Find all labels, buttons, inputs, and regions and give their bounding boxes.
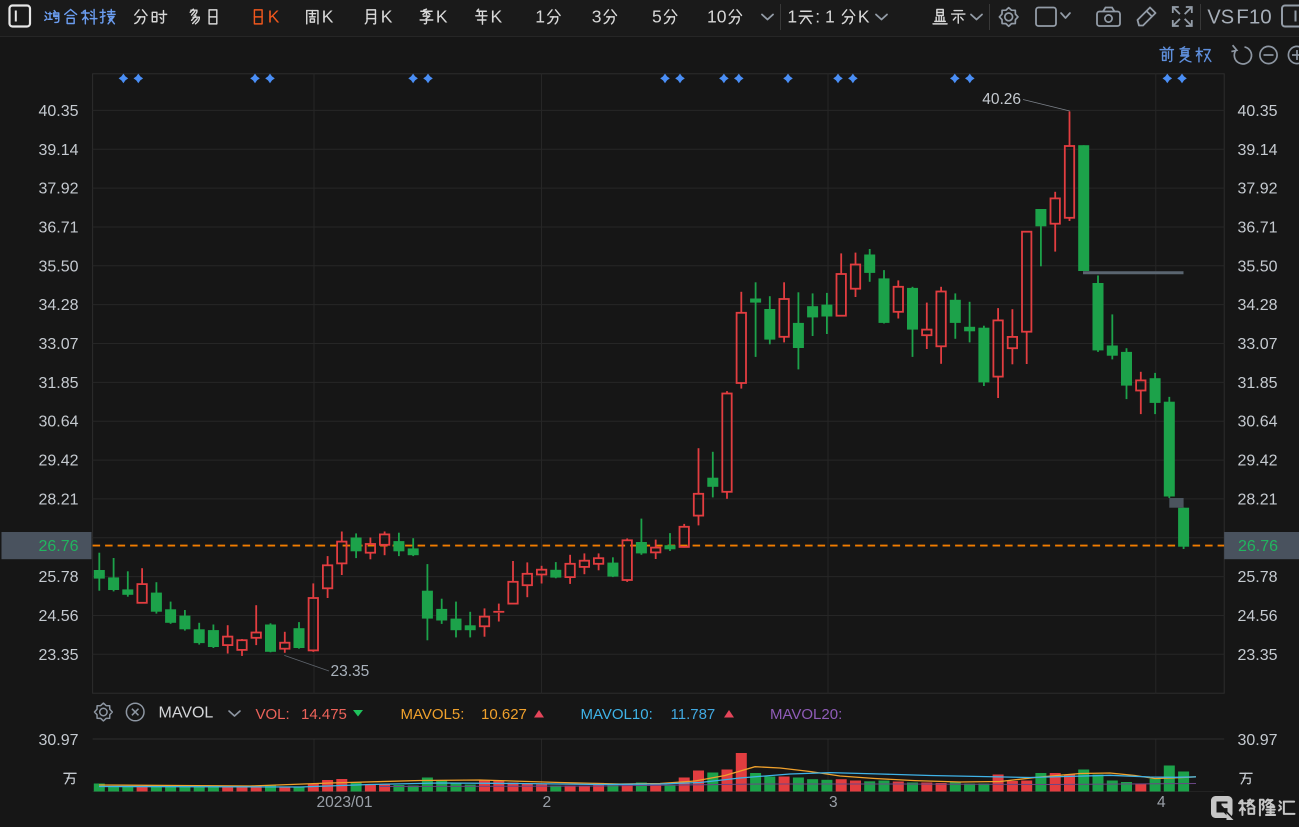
svg-text:K: K xyxy=(268,6,280,26)
svg-text:35.50: 35.50 xyxy=(1238,258,1278,275)
svg-text:23.35: 23.35 xyxy=(331,663,370,680)
svg-text:31.85: 31.85 xyxy=(1238,375,1278,392)
svg-text:24.56: 24.56 xyxy=(38,608,78,625)
svg-text:26.76: 26.76 xyxy=(38,538,78,555)
svg-text:24.56: 24.56 xyxy=(1238,608,1278,625)
svg-text:36.71: 36.71 xyxy=(1238,220,1278,237)
svg-text:25.78: 25.78 xyxy=(38,569,78,586)
svg-text:37.92: 37.92 xyxy=(38,181,78,198)
svg-text:F10: F10 xyxy=(1236,6,1271,29)
svg-text:5: 5 xyxy=(652,6,662,26)
svg-text:MAVOL5:: MAVOL5: xyxy=(401,706,465,723)
svg-text:VS: VS xyxy=(1207,7,1234,29)
svg-text:K: K xyxy=(858,6,870,26)
svg-text:1: 1 xyxy=(535,6,545,26)
svg-text:36.71: 36.71 xyxy=(38,220,78,237)
svg-text:37.92: 37.92 xyxy=(1238,181,1278,198)
svg-text:28.21: 28.21 xyxy=(38,491,78,508)
svg-text:25.78: 25.78 xyxy=(1238,569,1278,586)
svg-text:14.475: 14.475 xyxy=(301,706,347,723)
svg-text:31.85: 31.85 xyxy=(38,375,78,392)
svg-text:2: 2 xyxy=(543,794,552,811)
svg-text:29.42: 29.42 xyxy=(1238,453,1278,470)
svg-text:VOL:: VOL: xyxy=(256,706,290,723)
svg-text:: 1: : 1 xyxy=(815,6,834,26)
svg-text:39.14: 39.14 xyxy=(38,142,78,159)
svg-text:23.35: 23.35 xyxy=(38,647,78,664)
svg-text:11.787: 11.787 xyxy=(671,706,716,723)
svg-text:40.35: 40.35 xyxy=(1238,103,1278,120)
svg-text:1: 1 xyxy=(787,6,797,26)
svg-text:29.42: 29.42 xyxy=(38,453,78,470)
svg-text:30.97: 30.97 xyxy=(38,732,78,749)
svg-text:K: K xyxy=(436,6,448,26)
svg-text:35.50: 35.50 xyxy=(38,258,78,275)
svg-text:33.07: 33.07 xyxy=(38,336,78,353)
svg-text:4: 4 xyxy=(1157,794,1166,811)
svg-text:30.64: 30.64 xyxy=(38,414,78,431)
svg-text:K: K xyxy=(491,6,503,26)
svg-text:40.26: 40.26 xyxy=(982,91,1021,108)
svg-text:26.76: 26.76 xyxy=(1238,538,1278,555)
svg-text:3: 3 xyxy=(592,6,602,26)
svg-text:28.21: 28.21 xyxy=(1238,491,1278,508)
svg-text:K: K xyxy=(381,6,393,26)
svg-text:K: K xyxy=(322,6,334,26)
svg-text:34.28: 34.28 xyxy=(1238,297,1278,314)
svg-text:MAVOL: MAVOL xyxy=(159,705,214,722)
svg-text:MAVOL20:: MAVOL20: xyxy=(770,706,842,723)
svg-text:10: 10 xyxy=(707,6,727,26)
svg-text:39.14: 39.14 xyxy=(1238,142,1278,159)
svg-text:3: 3 xyxy=(829,794,838,811)
svg-text:10.627: 10.627 xyxy=(481,706,527,723)
svg-text:33.07: 33.07 xyxy=(1238,336,1278,353)
svg-text:40.35: 40.35 xyxy=(38,103,78,120)
svg-text:MAVOL10:: MAVOL10: xyxy=(581,706,653,723)
svg-text:30.97: 30.97 xyxy=(1238,732,1278,749)
svg-text:2023/01: 2023/01 xyxy=(317,794,373,811)
svg-text:30.64: 30.64 xyxy=(1238,414,1278,431)
svg-text:34.28: 34.28 xyxy=(38,297,78,314)
svg-text:23.35: 23.35 xyxy=(1238,647,1278,664)
